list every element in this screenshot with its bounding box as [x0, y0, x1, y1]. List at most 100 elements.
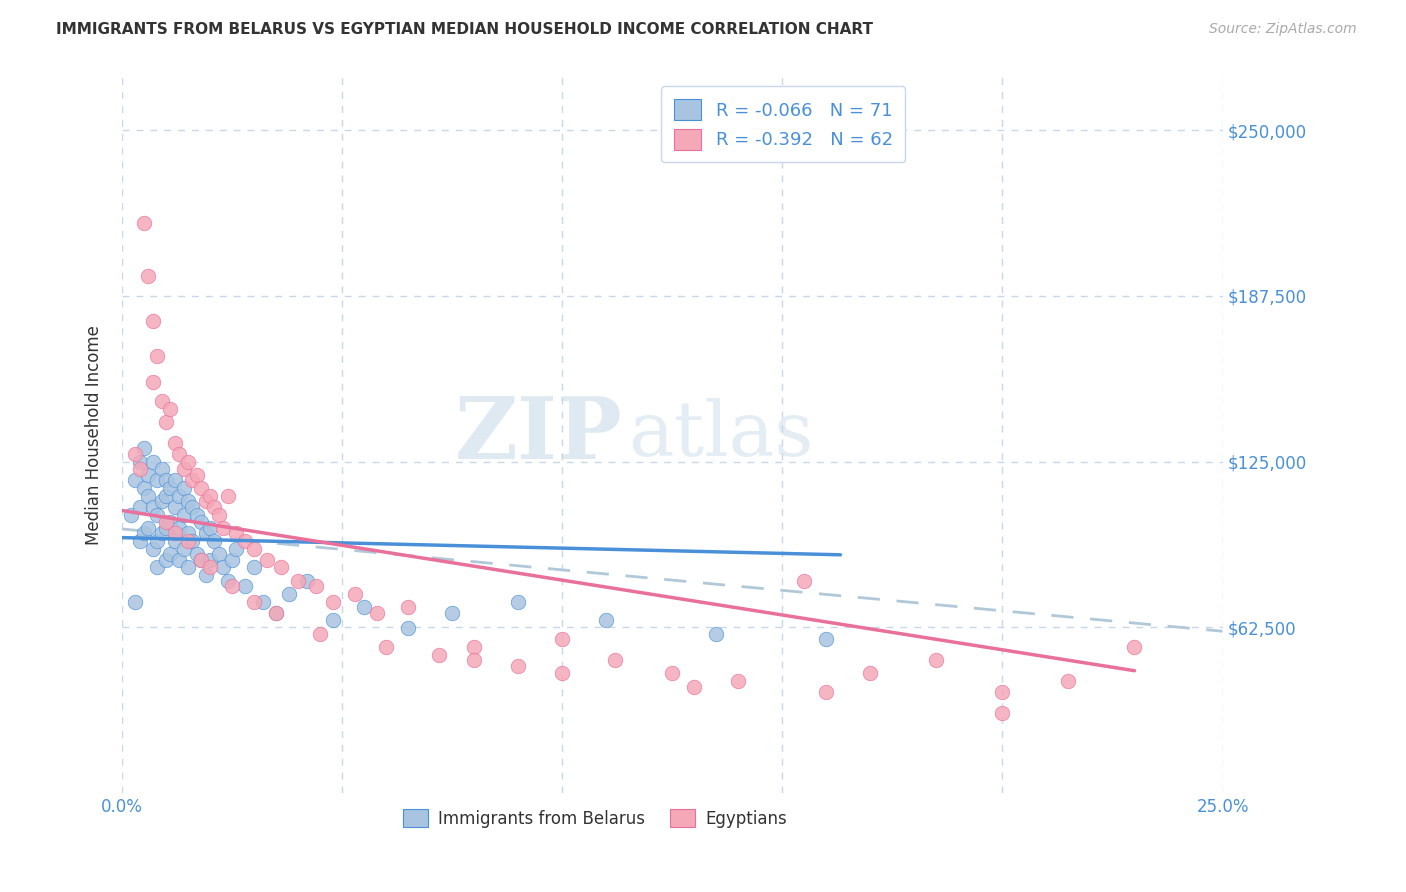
Point — [163, 500, 186, 514]
Point — [233, 534, 256, 549]
Point — [322, 614, 344, 628]
Point — [344, 587, 367, 601]
Point — [155, 415, 177, 429]
Point — [177, 560, 200, 574]
Point — [132, 442, 155, 456]
Point — [169, 489, 191, 503]
Point — [120, 508, 142, 522]
Point — [212, 521, 235, 535]
Point — [181, 500, 204, 514]
Point — [146, 349, 169, 363]
Point — [264, 606, 287, 620]
Point — [146, 534, 169, 549]
Point — [243, 595, 266, 609]
Point — [221, 552, 243, 566]
Point — [128, 462, 150, 476]
Point — [138, 269, 160, 284]
Point — [150, 526, 173, 541]
Point — [305, 579, 328, 593]
Point — [603, 653, 626, 667]
Point — [181, 473, 204, 487]
Point — [155, 552, 177, 566]
Point — [198, 489, 221, 503]
Point — [194, 526, 217, 541]
Point — [132, 526, 155, 541]
Point — [163, 534, 186, 549]
Point — [159, 401, 181, 416]
Point — [727, 674, 749, 689]
Y-axis label: Median Household Income: Median Household Income — [86, 325, 103, 545]
Point — [190, 516, 212, 530]
Point — [427, 648, 450, 662]
Point — [169, 552, 191, 566]
Point — [124, 595, 146, 609]
Point — [217, 574, 239, 588]
Point — [146, 508, 169, 522]
Point — [1123, 640, 1146, 654]
Point — [198, 560, 221, 574]
Point — [270, 560, 292, 574]
Point — [181, 534, 204, 549]
Point — [396, 600, 419, 615]
Point — [142, 375, 165, 389]
Point — [233, 579, 256, 593]
Point — [155, 473, 177, 487]
Point — [508, 658, 530, 673]
Point — [190, 552, 212, 566]
Point — [991, 706, 1014, 721]
Point — [177, 534, 200, 549]
Text: ZIP: ZIP — [456, 393, 623, 477]
Point — [208, 508, 231, 522]
Point — [169, 447, 191, 461]
Point — [138, 489, 160, 503]
Point — [146, 473, 169, 487]
Point — [243, 560, 266, 574]
Point — [150, 393, 173, 408]
Point — [243, 541, 266, 556]
Point — [194, 568, 217, 582]
Point — [551, 632, 574, 646]
Point — [142, 500, 165, 514]
Point — [194, 494, 217, 508]
Point — [353, 600, 375, 615]
Point — [208, 547, 231, 561]
Point — [177, 526, 200, 541]
Point — [375, 640, 398, 654]
Point — [217, 489, 239, 503]
Point — [173, 462, 195, 476]
Point — [190, 481, 212, 495]
Point — [793, 574, 815, 588]
Point — [132, 481, 155, 495]
Point — [163, 473, 186, 487]
Point — [463, 653, 485, 667]
Point — [173, 541, 195, 556]
Point — [190, 552, 212, 566]
Point — [256, 552, 278, 566]
Point — [128, 500, 150, 514]
Point — [177, 454, 200, 468]
Point — [225, 526, 247, 541]
Point — [128, 454, 150, 468]
Text: IMMIGRANTS FROM BELARUS VS EGYPTIAN MEDIAN HOUSEHOLD INCOME CORRELATION CHART: IMMIGRANTS FROM BELARUS VS EGYPTIAN MEDI… — [56, 22, 873, 37]
Point — [322, 595, 344, 609]
Point — [204, 534, 226, 549]
Point — [1057, 674, 1080, 689]
Point — [925, 653, 948, 667]
Point — [155, 489, 177, 503]
Point — [264, 606, 287, 620]
Point — [991, 685, 1014, 699]
Point — [173, 481, 195, 495]
Point — [169, 521, 191, 535]
Point — [128, 534, 150, 549]
Point — [661, 666, 683, 681]
Point — [155, 516, 177, 530]
Point — [142, 454, 165, 468]
Point — [163, 526, 186, 541]
Point — [138, 467, 160, 482]
Point — [138, 521, 160, 535]
Point — [198, 521, 221, 535]
Point — [309, 626, 332, 640]
Point — [177, 494, 200, 508]
Point — [204, 500, 226, 514]
Point — [124, 473, 146, 487]
